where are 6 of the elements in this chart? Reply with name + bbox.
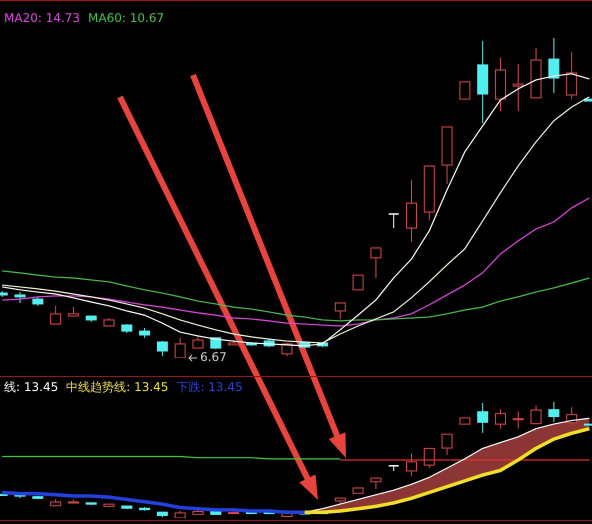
text: 中线趋势线: 13.45 — [66, 380, 168, 394]
text: 下跌: 13.45 — [176, 380, 243, 394]
annotation: 6.67 — [200, 350, 227, 364]
text: 线: 13.45 — [4, 380, 58, 394]
text: MA60: 10.67 — [88, 11, 164, 25]
text: MA20: 14.73 — [4, 11, 80, 25]
